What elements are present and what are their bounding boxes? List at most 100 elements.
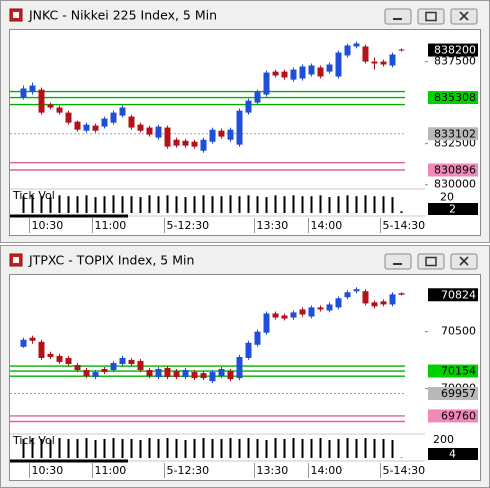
candle-body [371, 61, 378, 64]
volume-bar [85, 195, 88, 213]
candle-body [74, 121, 81, 130]
volume-bar [373, 439, 376, 458]
price-box [428, 43, 478, 57]
x-tick-label: 13:30 [257, 464, 289, 477]
volume-bar [382, 439, 385, 458]
volume-bar [229, 195, 232, 213]
volume-bar [58, 438, 61, 458]
candle-body [137, 360, 144, 371]
volume-bar [22, 196, 25, 213]
price-label: 70824 [441, 288, 476, 301]
candle-body [326, 304, 333, 311]
window-icon-detail [13, 12, 19, 18]
volume-bar [148, 438, 151, 458]
price-box [428, 386, 478, 400]
minimize-button[interactable] [384, 253, 412, 270]
candle-body [101, 369, 108, 373]
maximize-button[interactable] [417, 8, 445, 25]
volume-bar [301, 439, 304, 458]
x-tick-label: 5-12:30 [167, 464, 210, 477]
candle-body [290, 312, 297, 318]
candle-body [182, 140, 189, 146]
window-title: JNKC - Nikkei 225 Index, 5 Min [28, 8, 217, 23]
x-tick-label: 5-14:30 [383, 464, 426, 477]
volume-bar [157, 439, 160, 458]
candle-body [200, 373, 207, 379]
price-label: 833102 [434, 127, 476, 140]
candle-body [83, 370, 90, 377]
candle-body [299, 66, 306, 79]
volume-bar [112, 195, 115, 213]
volume-bar [193, 196, 196, 213]
maximize-icon [425, 11, 437, 22]
volume-bar [130, 196, 133, 213]
candle-body [47, 353, 54, 357]
candle-body [254, 91, 261, 103]
volume-bar [274, 438, 277, 458]
x-tick-label: 14:00 [311, 219, 343, 232]
candle-body [74, 365, 81, 371]
volume-bar [49, 440, 52, 458]
price-label: 70154 [441, 365, 476, 378]
candle-body [353, 43, 360, 47]
candle-body [236, 356, 243, 379]
candle-body [227, 129, 234, 140]
volume-bar [292, 195, 295, 213]
price-label: 838200 [434, 44, 476, 57]
price-box [428, 288, 478, 302]
candle-body [110, 112, 117, 123]
volume-bar [355, 196, 358, 213]
maximize-button[interactable] [417, 253, 445, 270]
candle-body [29, 337, 36, 341]
candle-body [353, 289, 360, 292]
x-tick-label: 11:00 [95, 219, 127, 232]
volume-bar [355, 439, 358, 458]
minimize-button[interactable] [384, 8, 412, 25]
candle-body [263, 72, 270, 95]
close-icon [459, 256, 469, 266]
candle-body [173, 371, 180, 378]
candle-body [281, 315, 288, 319]
price-box [428, 127, 478, 141]
volume-bar [328, 440, 331, 458]
volume-bar [310, 196, 313, 213]
price-label: 69957 [441, 387, 476, 400]
candle-body [317, 67, 324, 77]
candle-body [299, 309, 306, 315]
candle-body [128, 116, 135, 128]
candle-body [56, 355, 63, 362]
volume-tick-label: 200 [433, 433, 454, 446]
candle-body [146, 127, 153, 135]
volume-bar [382, 196, 385, 213]
candle-body [173, 139, 180, 146]
x-tick-label: 10:30 [32, 219, 64, 232]
volume-bar [166, 438, 169, 458]
y-tick-label: 70500 [441, 325, 476, 338]
volume-bar [220, 196, 223, 213]
volume-bar [220, 439, 223, 458]
candle-body [209, 372, 216, 382]
volume-tick-label: 20 [440, 190, 454, 203]
candle-body [362, 46, 369, 62]
volume-bar [247, 438, 250, 458]
candle-body [47, 104, 54, 108]
price-label: 69760 [441, 409, 476, 422]
volume-bar [103, 196, 106, 213]
volume-bar [364, 195, 367, 213]
candle-body [326, 64, 333, 72]
volume-bar [247, 195, 250, 213]
candle-body [389, 294, 396, 305]
candle-body [335, 298, 342, 308]
volume-bar [175, 439, 178, 458]
candle-body [380, 61, 387, 65]
candle-body [272, 313, 279, 318]
volume-bar [121, 439, 124, 458]
volume-bar [58, 195, 61, 213]
x-tick-label: 14:00 [311, 464, 343, 477]
volume-bar [301, 196, 304, 213]
price-box [428, 91, 478, 105]
candle-body [92, 372, 99, 378]
volume-last-label: 2 [449, 203, 456, 216]
maximize-icon [425, 256, 437, 267]
